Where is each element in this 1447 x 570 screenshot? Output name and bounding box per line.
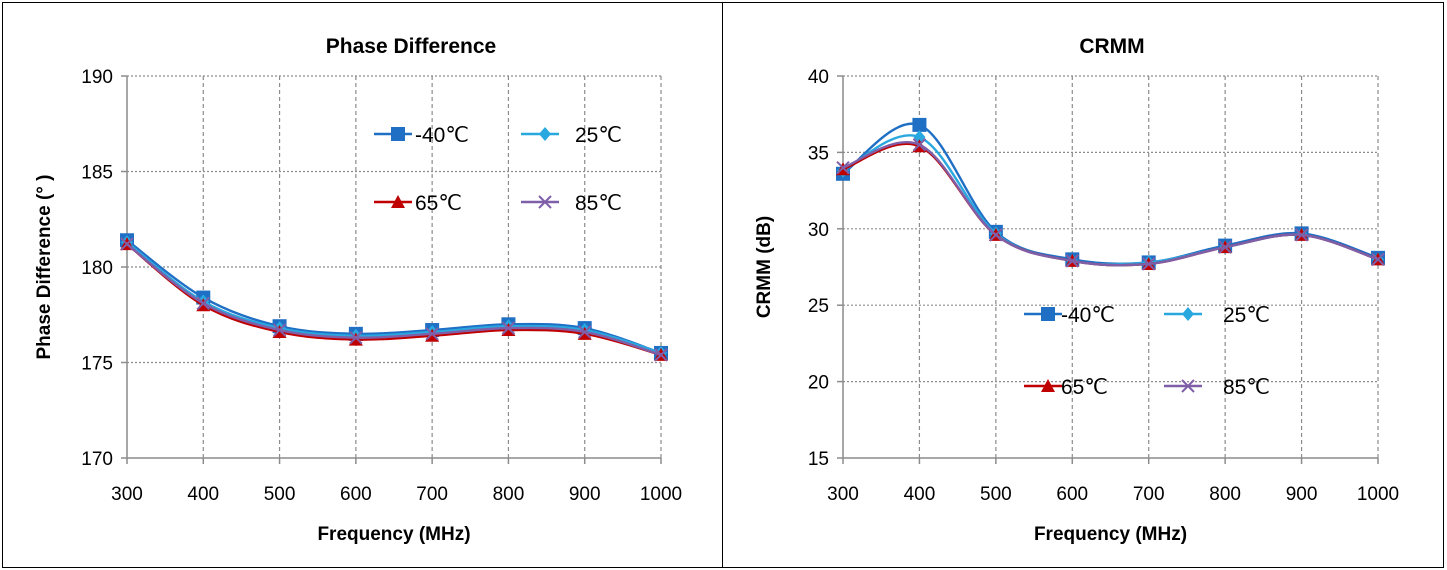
legend-marker bbox=[1182, 307, 1194, 321]
legend-marker bbox=[391, 195, 405, 208]
legend-label: 85℃ bbox=[1223, 376, 1270, 399]
x-tick-label: 800 bbox=[493, 484, 525, 505]
chart-title: Phase Difference bbox=[326, 35, 496, 58]
legend-item: 65℃ bbox=[1024, 376, 1108, 399]
x-tick-label: 900 bbox=[1286, 484, 1318, 505]
data-point bbox=[1371, 252, 1385, 267]
x-tick-label: 700 bbox=[416, 484, 448, 505]
series-3 bbox=[836, 138, 1385, 271]
crmm-chart: CRMM 15 20 25 30 35 40 300 400 500 600 700 800 900 100… bbox=[754, 35, 1399, 545]
gridlines bbox=[843, 75, 1379, 458]
y-tick-label: 40 bbox=[808, 67, 829, 88]
legend-item: 85℃ bbox=[521, 192, 622, 215]
series-line bbox=[842, 142, 1379, 267]
x-tick-label: 1000 bbox=[640, 484, 682, 505]
legend-marker bbox=[538, 195, 552, 209]
series-line bbox=[842, 141, 1379, 267]
y-tick-label: 190 bbox=[81, 67, 113, 88]
data-point bbox=[1065, 254, 1079, 268]
data-point bbox=[1294, 228, 1309, 242]
data-point bbox=[1218, 240, 1232, 254]
phase-difference-chart: Phase Difference 170 175 180 185 190 300 400 500… bbox=[34, 35, 682, 545]
y-tick-label: 180 bbox=[81, 258, 113, 279]
x-tick-label: 300 bbox=[111, 484, 143, 505]
panel-divider bbox=[722, 2, 723, 568]
x-tick-label: 500 bbox=[980, 484, 1012, 505]
legend-label: -40℃ bbox=[415, 124, 469, 147]
y-tick-label: 175 bbox=[81, 354, 113, 375]
data-point bbox=[349, 330, 363, 345]
data-point bbox=[272, 323, 287, 337]
y-tick-label: 15 bbox=[808, 449, 829, 470]
y-tick-label: 185 bbox=[81, 163, 113, 184]
legend-item: 85℃ bbox=[1164, 376, 1270, 399]
data-point bbox=[654, 348, 668, 362]
x-tick-label: 800 bbox=[1209, 484, 1241, 505]
legend: -40℃ 25℃ 65℃ 85℃ bbox=[1024, 304, 1270, 399]
data-point bbox=[425, 327, 439, 341]
data-point bbox=[196, 296, 210, 310]
data-point bbox=[912, 117, 927, 132]
chart-title: CRMM bbox=[1079, 35, 1144, 58]
series-line bbox=[842, 134, 1379, 266]
x-tick-label: 1000 bbox=[1357, 484, 1399, 505]
legend-item: 65℃ bbox=[374, 192, 462, 215]
legend-marker bbox=[1181, 379, 1195, 393]
legend-marker bbox=[539, 127, 551, 141]
y-axis-label: CRMM (dB) bbox=[754, 216, 775, 318]
legend-item: -40℃ bbox=[1024, 304, 1115, 327]
legend-item: 25℃ bbox=[521, 124, 622, 147]
y-tick-label: 170 bbox=[81, 449, 113, 470]
data-point bbox=[120, 237, 134, 251]
legend-item: 25℃ bbox=[1164, 304, 1270, 327]
data-point bbox=[989, 228, 1003, 242]
gridlines bbox=[127, 75, 662, 458]
legend-label: 25℃ bbox=[575, 124, 622, 147]
legend-label: 65℃ bbox=[1061, 376, 1108, 399]
x-tick-label: 500 bbox=[264, 484, 296, 505]
series-2 bbox=[836, 139, 1385, 270]
x-axis-label: Frequency (MHz) bbox=[317, 524, 470, 545]
y-tick-label: 35 bbox=[808, 143, 829, 164]
y-tick-label: 25 bbox=[808, 296, 829, 317]
x-axis-label: Frequency (MHz) bbox=[1034, 524, 1187, 545]
legend-marker bbox=[1041, 307, 1055, 321]
legend-label: 85℃ bbox=[575, 192, 622, 215]
x-tick-label: 400 bbox=[904, 484, 936, 505]
data-point bbox=[501, 321, 516, 335]
x-tick-label: 400 bbox=[187, 484, 219, 505]
x-tick-label: 600 bbox=[340, 484, 372, 505]
legend-label: 65℃ bbox=[415, 192, 462, 215]
data-point bbox=[578, 325, 592, 339]
data-point bbox=[1142, 257, 1156, 271]
series-line bbox=[842, 122, 1379, 266]
x-tick-label: 300 bbox=[827, 484, 859, 505]
y-axis-label: Phase Difference (° ) bbox=[34, 175, 55, 360]
y-tick-label: 20 bbox=[808, 373, 829, 394]
x-tick-label: 600 bbox=[1056, 484, 1088, 505]
legend-item: -40℃ bbox=[374, 124, 469, 147]
legend-label: -40℃ bbox=[1061, 304, 1115, 327]
data-point bbox=[836, 160, 850, 175]
y-tick-label: 30 bbox=[808, 220, 829, 241]
series-3 bbox=[120, 237, 668, 362]
data-point bbox=[912, 138, 927, 152]
x-tick-label: 700 bbox=[1133, 484, 1165, 505]
legend-marker bbox=[1041, 379, 1055, 392]
legend-label: 25℃ bbox=[1223, 304, 1270, 327]
legend: -40℃ 25℃ 65℃ 85℃ bbox=[374, 124, 622, 215]
x-tick-label: 900 bbox=[569, 484, 601, 505]
legend-marker bbox=[391, 127, 405, 141]
